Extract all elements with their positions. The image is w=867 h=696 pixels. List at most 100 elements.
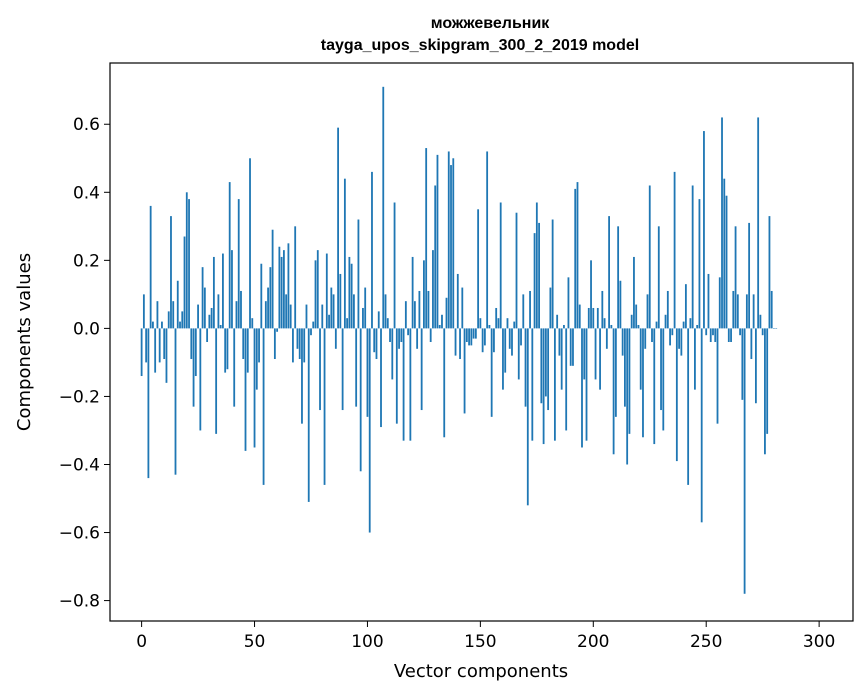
- bar-223: [644, 328, 647, 349]
- bar-22: [190, 328, 193, 360]
- bar-184: [556, 314, 559, 329]
- bar-87: [337, 127, 339, 329]
- bar-220: [637, 324, 640, 329]
- bar-183: [553, 328, 556, 441]
- bar-197: [585, 328, 588, 441]
- bar-105: [377, 311, 380, 329]
- y-tick-label-0: −0.8: [59, 592, 100, 612]
- bar-81: [323, 328, 326, 485]
- bar-247: [698, 199, 701, 329]
- bar-4: [149, 205, 152, 329]
- x-axis-ticks: 0 50 100 150 200 250 300: [136, 621, 835, 652]
- bar-280: [773, 328, 775, 329]
- bar-170: [524, 328, 527, 407]
- bar-85: [332, 294, 335, 329]
- bar-165: [513, 321, 516, 329]
- bar-271: [752, 294, 755, 329]
- chart-subtitle: tayga_upos_skipgram_300_2_2019 model: [321, 37, 639, 54]
- bar-164: [511, 328, 513, 356]
- bar-236: [673, 171, 676, 329]
- bar-61: [278, 246, 281, 329]
- bar-111: [391, 328, 394, 380]
- bar-202: [596, 307, 599, 329]
- bar-157: [495, 307, 498, 329]
- bar-185: [558, 328, 561, 356]
- bar-190: [569, 328, 572, 366]
- bar-226: [651, 328, 653, 342]
- x-tick-label-1: 50: [244, 632, 266, 652]
- bar-186: [560, 328, 563, 390]
- bar-207: [608, 216, 610, 329]
- bar-221: [639, 328, 642, 390]
- bar-68: [294, 226, 297, 329]
- y-tick-label-2: −0.4: [59, 455, 100, 475]
- bar-162: [506, 318, 509, 329]
- bar-92: [348, 256, 351, 329]
- bar-212: [619, 280, 622, 329]
- bar-179: [544, 328, 547, 397]
- bar-93: [350, 263, 353, 329]
- bar-215: [626, 328, 629, 465]
- bar-138: [452, 158, 455, 329]
- bar-201: [594, 328, 597, 380]
- bar-198: [587, 307, 590, 329]
- bar-277: [766, 328, 769, 434]
- bar-224: [646, 294, 649, 329]
- bar-146: [470, 328, 473, 346]
- x-tick-label-4: 200: [577, 632, 609, 652]
- bar-46: [244, 328, 247, 451]
- bar-97: [359, 328, 362, 472]
- bar-65: [287, 243, 290, 329]
- bar-101: [368, 328, 371, 533]
- bar-63: [282, 250, 285, 329]
- bar-127: [427, 290, 430, 329]
- bar-106: [380, 328, 382, 428]
- bar-147: [472, 328, 475, 339]
- bar-91: [346, 318, 349, 329]
- bar-121: [413, 301, 416, 329]
- bar-49: [251, 318, 254, 329]
- bar-267: [743, 328, 746, 594]
- bar-3: [147, 328, 150, 479]
- bar-187: [563, 324, 565, 329]
- bar-17: [179, 321, 181, 329]
- bar-256: [718, 277, 721, 329]
- bar-168: [520, 328, 522, 346]
- bar-230: [660, 328, 662, 411]
- bar-13: [170, 216, 172, 329]
- x-tick-label-2: 100: [351, 632, 383, 652]
- bar-191: [572, 328, 574, 366]
- bar-134: [443, 328, 446, 438]
- bar-258: [723, 178, 726, 329]
- bar-238: [678, 328, 681, 349]
- bar-153: [486, 151, 489, 329]
- bar-82: [325, 253, 328, 329]
- bar-245: [694, 328, 696, 390]
- bar-208: [610, 324, 613, 329]
- bar-12: [167, 311, 170, 329]
- bar-20: [185, 192, 188, 329]
- bar-272: [754, 328, 757, 404]
- bar-118: [407, 328, 410, 336]
- bar-5: [152, 321, 154, 329]
- bar-40: [231, 250, 233, 329]
- bar-120: [411, 256, 414, 329]
- bar-77: [314, 260, 317, 329]
- bar-33: [215, 328, 218, 434]
- bar-36: [222, 253, 224, 329]
- plot-frame: [109, 62, 854, 622]
- bar-73: [305, 304, 308, 329]
- bar-59: [273, 328, 276, 360]
- bar-140: [456, 273, 459, 329]
- bar-series: [140, 86, 778, 594]
- y-tick-label-5: 0.2: [73, 251, 100, 271]
- bar-80: [321, 304, 324, 329]
- bar-119: [409, 328, 412, 441]
- bar-31: [210, 307, 213, 329]
- bar-145: [468, 328, 470, 346]
- bar-128: [429, 328, 432, 342]
- bar-6: [154, 328, 157, 373]
- bar-56: [267, 287, 269, 329]
- bar-75: [310, 328, 312, 336]
- bar-175: [535, 202, 538, 329]
